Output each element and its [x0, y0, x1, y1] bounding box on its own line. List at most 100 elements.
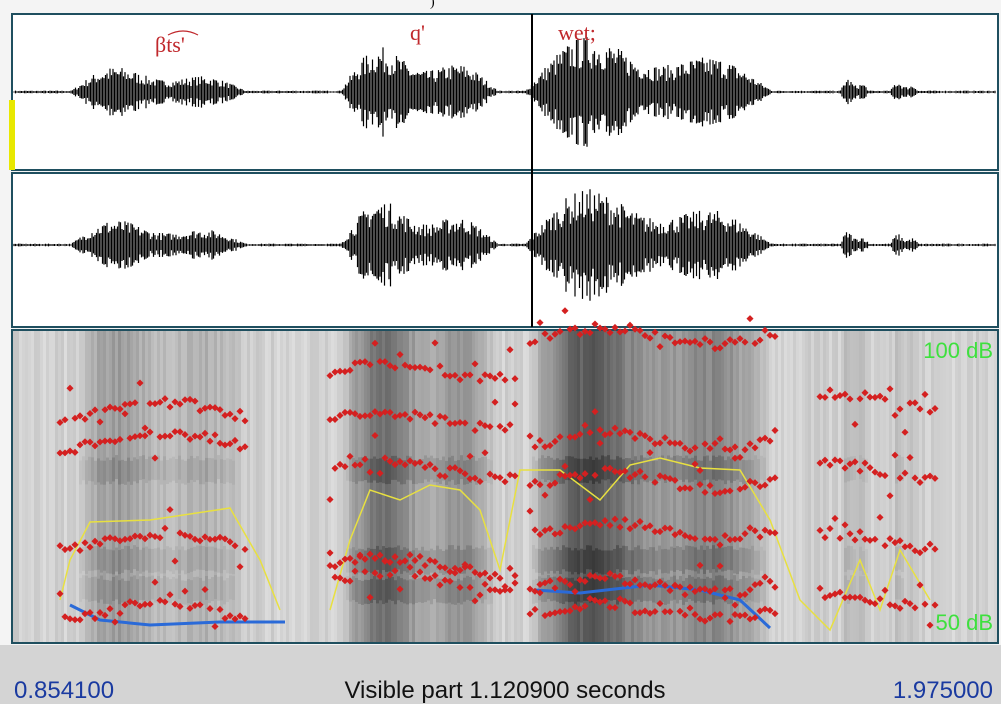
formant-band: [688, 546, 691, 570]
formant-band: [109, 460, 112, 484]
spectrogram-column: [877, 331, 880, 642]
spectrogram-column: [523, 331, 526, 642]
formant-band: [223, 460, 226, 484]
formant-band: [232, 461, 235, 485]
formant-band: [661, 549, 664, 573]
formant-band: [394, 580, 397, 604]
spectrogram-column: [343, 331, 346, 642]
spectrogram-column: [298, 331, 301, 642]
formant-band: [157, 548, 160, 572]
formant-band: [151, 549, 154, 573]
formant-band: [91, 457, 94, 481]
formant-band: [541, 551, 544, 575]
formant-band: [760, 456, 763, 480]
formant-band: [712, 545, 715, 569]
spectrogram-column: [520, 331, 523, 642]
formant-band: [382, 580, 385, 604]
formant-band: [166, 460, 169, 484]
formant-band: [229, 550, 232, 574]
formant-band: [652, 547, 655, 571]
spectrogram-column: [295, 331, 298, 642]
formant-band: [184, 550, 187, 574]
formant-band: [616, 545, 619, 569]
formant-band: [436, 578, 439, 602]
spectrogram-column: [508, 331, 511, 642]
formant-band: [211, 577, 214, 601]
formant-band: [658, 546, 661, 570]
formant-band: [562, 545, 565, 569]
formant-band: [565, 547, 568, 571]
formant-band: [220, 459, 223, 483]
formant-band: [547, 456, 550, 480]
formant-band: [121, 579, 124, 603]
visible-part: Visible part 1.120900 seconds: [344, 677, 665, 704]
formant-band: [106, 549, 109, 573]
formant-band: [226, 458, 229, 482]
formant-band: [103, 547, 106, 571]
formant-band: [472, 549, 475, 573]
spectrogram-column: [793, 331, 796, 642]
formant-band: [460, 455, 463, 479]
formant-band: [475, 547, 478, 571]
formant-band: [148, 549, 151, 573]
spectrogram-column: [265, 331, 268, 642]
formant-band: [481, 546, 484, 570]
formant-band: [100, 549, 103, 573]
formant-band: [484, 575, 487, 599]
formant-band: [859, 547, 862, 571]
formant-band: [163, 576, 166, 600]
formant-band: [724, 547, 727, 571]
formant-band: [169, 547, 172, 571]
formant-band: [358, 580, 361, 604]
spectrogram-column: [979, 331, 982, 642]
formant-band: [217, 549, 220, 573]
start-time: 0.854100: [14, 677, 114, 704]
spectrogram-column: [988, 331, 991, 642]
formant-band: [430, 456, 433, 480]
formant-band: [442, 551, 445, 575]
formant-band: [151, 576, 154, 600]
formant-band: [589, 457, 592, 481]
formant-band: [208, 547, 211, 571]
formant-band: [229, 575, 232, 599]
formant-band: [352, 576, 355, 600]
formant-band: [130, 577, 133, 601]
spectrogram-column: [13, 331, 16, 642]
formant-band: [124, 581, 127, 605]
formant-band: [739, 547, 742, 571]
spectrogram-column: [991, 331, 994, 642]
formant-band: [214, 548, 217, 572]
formant-band: [88, 578, 91, 602]
formant-band: [736, 581, 739, 605]
formant-band: [676, 455, 679, 479]
formant-band: [481, 457, 484, 481]
formant-band: [490, 548, 493, 572]
formant-band: [145, 459, 148, 483]
formant-band: [709, 549, 712, 573]
formant-band: [157, 576, 160, 600]
spectrogram-column: [28, 331, 31, 642]
spectrogram-column: [982, 331, 985, 642]
spectrogram-column: [907, 331, 910, 642]
formant-band: [682, 550, 685, 574]
spectrogram-column: [940, 331, 943, 642]
spectrogram-column: [913, 331, 916, 642]
formant-band: [454, 461, 457, 485]
formant-band: [403, 579, 406, 603]
spectrogram-column: [778, 331, 781, 642]
spectrogram-column: [19, 331, 22, 642]
formant-band: [118, 580, 121, 604]
formant-band: [202, 546, 205, 570]
spectrogram-column: [52, 331, 55, 642]
spectrogram-column: [25, 331, 28, 642]
spectrogram-column: [934, 331, 937, 642]
spectrogram-column: [949, 331, 952, 642]
spectrogram-column: [838, 331, 841, 642]
formant-band: [457, 546, 460, 570]
formant-band: [226, 578, 229, 602]
formant-band: [703, 550, 706, 574]
waveform-channel-2: [12, 173, 998, 327]
formant-band: [643, 577, 646, 601]
formant-band: [706, 456, 709, 480]
formant-band: [601, 551, 604, 575]
